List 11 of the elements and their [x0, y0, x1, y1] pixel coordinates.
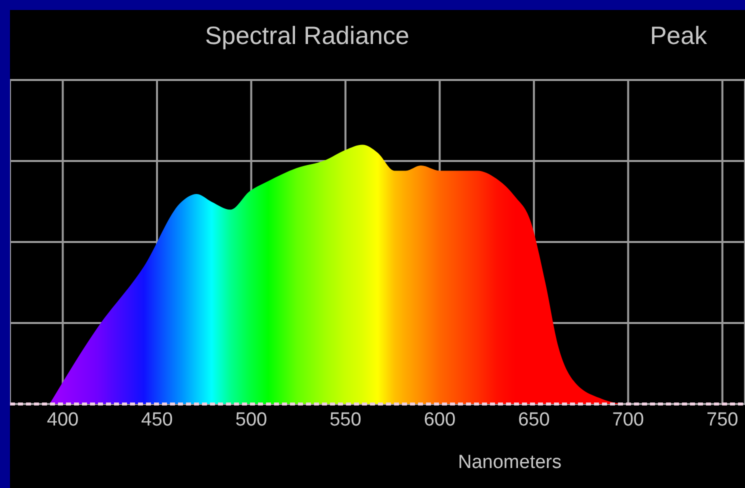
text: Peak [650, 22, 707, 51]
x-tick-label: 400 [46, 409, 79, 430]
x-tick-label: 600 [424, 409, 456, 430]
x-tick-label: 700 [612, 409, 644, 430]
x-tick-label: 750 [706, 409, 738, 430]
x-tick-label: 450 [141, 409, 173, 430]
chart-title: Spectral Radiance [205, 22, 410, 51]
x-tick-label: 550 [330, 409, 362, 430]
x-axis-title: Nanometers [458, 452, 562, 474]
x-tick-label: 500 [235, 409, 268, 430]
x-tick-label: 650 [518, 409, 550, 430]
